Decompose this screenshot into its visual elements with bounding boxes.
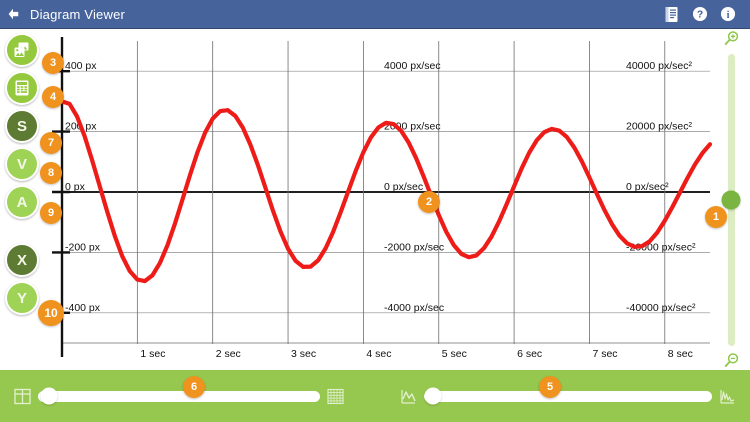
- axis-tick-label-x: 7 sec: [592, 348, 617, 360]
- axis-tick-label-x: 8 sec: [668, 348, 693, 360]
- axis-tick-label: 0 px/sec²: [626, 181, 669, 193]
- zoom-out-icon[interactable]: [722, 352, 740, 370]
- axis-tick-label-x: 1 sec: [140, 348, 165, 360]
- header-icon-group: ? i: [664, 6, 750, 23]
- axis-tick-label: -200 px: [65, 241, 101, 253]
- chart-fine-icon[interactable]: [719, 388, 736, 405]
- badge-label: 2: [425, 196, 433, 208]
- axis-tick-label-x: 6 sec: [517, 348, 542, 360]
- badge-6[interactable]: 6: [183, 376, 205, 398]
- axis-tick-label-x: 2 sec: [216, 348, 241, 360]
- badge-5[interactable]: 5: [539, 376, 561, 398]
- sidebar-item-diagram-select[interactable]: [5, 33, 39, 67]
- curve-slider-thumb[interactable]: [424, 387, 442, 405]
- badge-label: 9: [47, 207, 55, 219]
- sidebar-item-axis-x[interactable]: X: [5, 243, 39, 277]
- badge-label: 10: [44, 306, 58, 320]
- badge-7[interactable]: 7: [40, 132, 62, 154]
- zoom-in-icon[interactable]: [722, 30, 740, 48]
- back-arrow-icon[interactable]: [0, 0, 26, 29]
- zoom-slider-track[interactable]: [721, 54, 741, 346]
- badge-label: 5: [546, 381, 554, 393]
- coarse-grid-icon[interactable]: [14, 388, 31, 405]
- sidebar-item-series-v[interactable]: V: [5, 147, 39, 181]
- badge-2[interactable]: 2: [418, 191, 440, 213]
- badge-1[interactable]: 1: [705, 206, 727, 228]
- page-title: Diagram Viewer: [30, 6, 126, 22]
- diagram-canvas[interactable]: 400 px 200 px 0 px -200 px -400 px 4000 px/se…: [0, 29, 750, 370]
- tool-rail: S V A X Y: [2, 33, 42, 333]
- badge-9[interactable]: 9: [40, 202, 62, 224]
- axis-tick-label-x: 5 sec: [442, 348, 467, 360]
- badge-10[interactable]: 10: [38, 300, 64, 326]
- axis-tick-label: -40000 px/sec²: [626, 302, 696, 314]
- fine-grid-icon[interactable]: [327, 388, 344, 405]
- badge-label: 7: [47, 137, 55, 149]
- axis-tick-label: 20000 px/sec²: [626, 121, 692, 133]
- info-icon[interactable]: i: [720, 6, 736, 23]
- axis-tick-label: 40000 px/sec²: [626, 60, 692, 72]
- zoom-slider-thumb[interactable]: [721, 190, 741, 210]
- axis-tick-label-x: 3 sec: [291, 348, 316, 360]
- badge-3[interactable]: 3: [42, 52, 64, 74]
- sidebar-item-label: V: [16, 155, 27, 173]
- titlebar: Diagram Viewer ? i: [0, 0, 750, 29]
- badge-label: 4: [49, 91, 57, 103]
- sidebar-item-label: A: [16, 193, 28, 211]
- axis-tick-label: 0 px: [65, 181, 86, 193]
- grid-density-slider[interactable]: [14, 387, 344, 405]
- badge-label: 6: [190, 381, 198, 393]
- badge-label: 8: [47, 167, 55, 179]
- axis-tick-label: -2000 px/sec: [384, 241, 444, 253]
- sidebar-item-data-table[interactable]: [5, 71, 39, 105]
- data-series-position: [59, 99, 713, 284]
- sidebar-item-series-s[interactable]: S: [5, 109, 39, 143]
- axis-tick-label: 400 px: [65, 60, 97, 72]
- badge-label: 1: [712, 211, 720, 223]
- badge-label: 3: [49, 57, 57, 69]
- axis-tick-label-x: 4 sec: [366, 348, 391, 360]
- document-icon[interactable]: [664, 6, 680, 23]
- curve-slider-track[interactable]: [424, 387, 712, 405]
- sidebar-item-label: S: [16, 117, 27, 135]
- table-icon: [12, 78, 32, 98]
- zoom-control: [716, 30, 746, 370]
- grid-slider-track[interactable]: [38, 387, 320, 405]
- chart-coarse-icon[interactable]: [400, 388, 417, 405]
- svg-text:i: i: [727, 9, 730, 20]
- axis-tick-label: 4000 px/sec: [384, 60, 441, 72]
- grid-slider-thumb[interactable]: [40, 387, 58, 405]
- axis-tick-label: -400 px: [65, 302, 101, 314]
- bottom-toolbar: [0, 370, 750, 422]
- svg-text:?: ?: [697, 9, 703, 20]
- axis-tick-label: -4000 px/sec: [384, 302, 444, 314]
- sidebar-item-series-a[interactable]: A: [5, 185, 39, 219]
- help-icon[interactable]: ?: [692, 6, 708, 23]
- sidebar-item-axis-y[interactable]: Y: [5, 281, 39, 315]
- badge-8[interactable]: 8: [40, 162, 62, 184]
- badge-4[interactable]: 4: [42, 86, 64, 108]
- diagrams-icon: [12, 40, 32, 60]
- sidebar-item-label: X: [16, 251, 27, 269]
- sidebar-item-label: Y: [16, 289, 27, 307]
- curve-smoothing-slider[interactable]: [400, 387, 736, 405]
- axis-tick-label: 0 px/sec: [384, 181, 423, 193]
